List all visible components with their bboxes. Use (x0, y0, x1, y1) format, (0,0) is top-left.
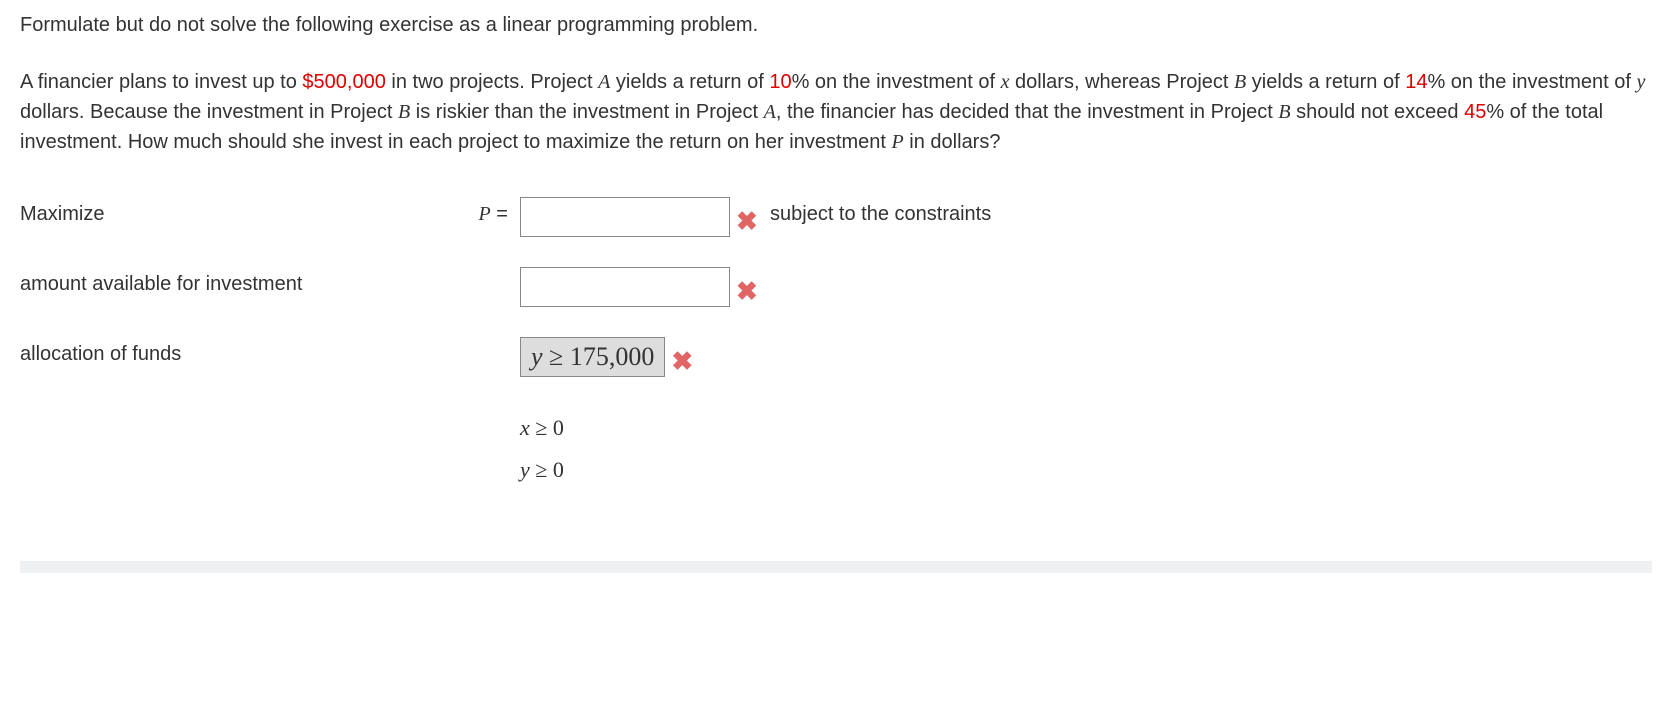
wrong-icon: ✖ (665, 346, 693, 377)
allocation-answer-box[interactable]: y ≥ 175,000 (520, 337, 665, 377)
var-x: x (520, 415, 530, 440)
subject-to-text: subject to the constraints (750, 197, 991, 226)
total-amount: $500,000 (302, 71, 385, 93)
var-y: y (531, 342, 543, 371)
project-b: B (398, 101, 410, 123)
footer-bar (20, 561, 1652, 573)
amount-constraint-input[interactable] (520, 267, 730, 307)
text: yields a return of (1246, 71, 1405, 93)
maximize-row: Maximize P = ✖ subject to the constraint… (20, 197, 1652, 237)
project-a: A (764, 101, 776, 123)
percent-cap: 45 (1464, 101, 1486, 123)
percent-a: 10 (769, 71, 791, 93)
amount-row: amount available for investment ✖ (20, 267, 1652, 307)
var-y: y (1636, 71, 1645, 93)
maximize-label: Maximize (20, 197, 460, 226)
equals: = (491, 203, 508, 225)
x-nonneg: x ≥ 0 (520, 407, 1652, 449)
text: yields a return of (610, 71, 769, 93)
text: dollars. Because the investment in Proje… (20, 101, 398, 123)
text: is riskier than the investment in Projec… (410, 101, 763, 123)
text: should not exceed (1291, 101, 1464, 123)
text: in dollars? (904, 131, 1001, 153)
instruction-text: Formulate but do not solve the following… (20, 12, 1652, 39)
text: , the financier has decided that the inv… (776, 101, 1279, 123)
var-p: P (479, 203, 491, 225)
var-p: P (892, 131, 904, 153)
project-b: B (1278, 101, 1290, 123)
text: in two projects. Project (386, 71, 598, 93)
ge-value: ≥ 175,000 (543, 342, 655, 371)
y-nonneg: y ≥ 0 (520, 449, 1652, 491)
project-b: B (1234, 71, 1246, 93)
text: A financier plans to invest up to (20, 71, 302, 93)
amount-label: amount available for investment (20, 267, 460, 296)
allocation-label: allocation of funds (20, 337, 460, 366)
nonnegativity-constraints: x ≥ 0 y ≥ 0 (520, 407, 1652, 491)
text: dollars, whereas Project (1009, 71, 1234, 93)
text: % on the investment of (792, 71, 1001, 93)
project-a: A (598, 71, 610, 93)
var-y: y (520, 457, 530, 482)
problem-statement: A financier plans to invest up to $500,0… (20, 67, 1652, 157)
percent-b: 14 (1405, 71, 1427, 93)
ge-zero: ≥ 0 (530, 415, 564, 440)
wrong-icon: ✖ (730, 276, 758, 307)
objective-lhs: P = (460, 197, 520, 226)
objective-input[interactable] (520, 197, 730, 237)
allocation-row: allocation of funds y ≥ 175,000 ✖ (20, 337, 1652, 377)
ge-zero: ≥ 0 (530, 457, 564, 482)
text: % on the investment of (1427, 71, 1636, 93)
